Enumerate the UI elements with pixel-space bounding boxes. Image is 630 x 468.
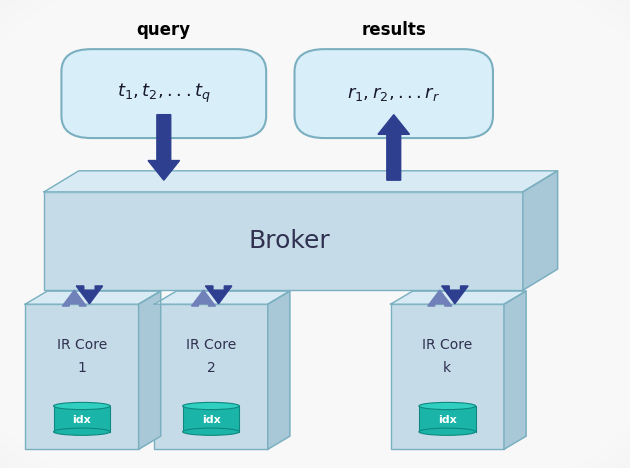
Circle shape xyxy=(6,5,624,463)
Circle shape xyxy=(117,87,513,381)
Circle shape xyxy=(68,51,562,417)
Circle shape xyxy=(154,115,476,353)
Text: 1: 1 xyxy=(77,361,86,375)
Polygon shape xyxy=(44,171,558,192)
Polygon shape xyxy=(192,290,215,306)
Text: IR Core: IR Core xyxy=(57,338,107,352)
Polygon shape xyxy=(428,290,452,306)
Text: IR Core: IR Core xyxy=(186,338,236,352)
Ellipse shape xyxy=(419,428,476,435)
Circle shape xyxy=(80,59,550,409)
Polygon shape xyxy=(205,286,232,304)
Polygon shape xyxy=(62,290,86,306)
Circle shape xyxy=(142,105,488,363)
Bar xyxy=(391,304,504,449)
Bar xyxy=(44,192,523,290)
Polygon shape xyxy=(442,286,468,304)
Polygon shape xyxy=(504,291,526,449)
Bar xyxy=(25,304,139,449)
Text: Broker: Broker xyxy=(249,229,331,253)
Ellipse shape xyxy=(54,428,110,435)
Text: query: query xyxy=(137,22,191,39)
Polygon shape xyxy=(523,171,558,290)
Text: IR Core: IR Core xyxy=(422,338,472,352)
Circle shape xyxy=(31,23,599,445)
Circle shape xyxy=(93,69,537,399)
Bar xyxy=(419,406,476,431)
Text: results: results xyxy=(362,22,426,39)
Text: k: k xyxy=(444,361,451,375)
Ellipse shape xyxy=(419,402,476,410)
Circle shape xyxy=(105,78,525,390)
Text: 2: 2 xyxy=(207,361,215,375)
FancyBboxPatch shape xyxy=(295,49,493,138)
Polygon shape xyxy=(268,291,290,449)
Text: idx: idx xyxy=(438,415,457,425)
Polygon shape xyxy=(154,291,290,304)
Text: $t_1,t_2,...t_q$: $t_1,t_2,...t_q$ xyxy=(117,82,211,105)
Circle shape xyxy=(130,96,500,372)
Polygon shape xyxy=(378,115,410,180)
Text: idx: idx xyxy=(72,415,91,425)
FancyBboxPatch shape xyxy=(62,49,266,138)
Circle shape xyxy=(43,32,587,436)
Text: idx: idx xyxy=(202,415,220,425)
Polygon shape xyxy=(148,115,180,180)
Polygon shape xyxy=(139,291,161,449)
Ellipse shape xyxy=(183,428,239,435)
Polygon shape xyxy=(76,286,103,304)
Bar xyxy=(183,406,239,431)
Circle shape xyxy=(18,14,612,454)
Bar xyxy=(154,304,268,449)
Polygon shape xyxy=(25,291,161,304)
Ellipse shape xyxy=(183,402,239,410)
Ellipse shape xyxy=(54,402,110,410)
Bar xyxy=(54,406,110,431)
Polygon shape xyxy=(391,291,526,304)
Text: $r_1,r_2,...r_r$: $r_1,r_2,...r_r$ xyxy=(347,85,440,102)
Circle shape xyxy=(55,41,575,427)
